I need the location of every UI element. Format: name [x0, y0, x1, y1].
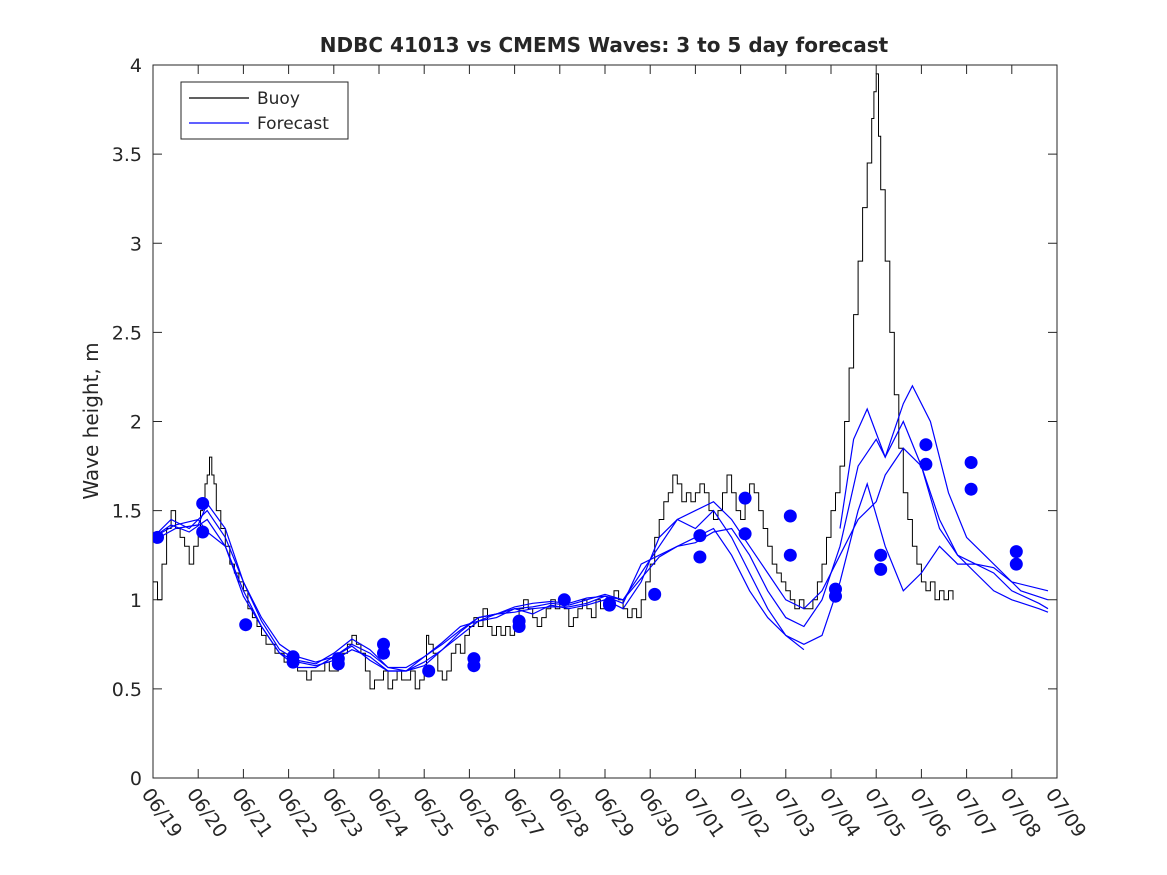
- forecast-marker-point: [196, 497, 210, 510]
- forecast-marker-point: [603, 598, 616, 612]
- y-axis-label: Wave height, m: [79, 342, 103, 499]
- forecast-marker-point: [1009, 545, 1023, 559]
- forecast-marker-point: [1009, 557, 1023, 571]
- forecast-marker-point: [377, 637, 390, 651]
- forecast-marker-point: [874, 548, 888, 562]
- forecast-marker-point: [422, 664, 436, 678]
- forecast-marker-point: [467, 659, 481, 673]
- y-tick-label: 3.5: [112, 144, 142, 166]
- forecast-marker-point: [964, 456, 978, 469]
- legend: Buoy Forecast: [180, 81, 349, 140]
- y-tick-label: 0: [130, 768, 142, 790]
- data-layer: [153, 73, 1049, 690]
- forecast-marker-point: [738, 527, 752, 541]
- forecast-marker-point: [153, 530, 164, 544]
- y-tick-label: 2: [130, 412, 142, 434]
- forecast-marker-point: [693, 550, 707, 564]
- legend-label: Buoy: [257, 89, 300, 109]
- forecast-marker-point: [964, 482, 978, 496]
- forecast-marker-point: [331, 657, 345, 671]
- chart-title: NDBC 41013 vs CMEMS Waves: 3 to 5 day fo…: [320, 33, 889, 57]
- forecast-marker-point: [557, 593, 571, 607]
- forecast-marker-point: [919, 438, 933, 452]
- forecast-marker-point: [693, 529, 707, 543]
- legend-label: Forecast: [257, 114, 329, 134]
- forecast-marker-point: [648, 587, 662, 601]
- forecast-marker-point: [512, 620, 526, 633]
- y-tick-label: 1.5: [112, 501, 142, 523]
- plot-area: 00.511.522.533.5406/1906/2006/2106/2206/…: [112, 55, 1091, 842]
- y-tick-label: 3: [130, 233, 142, 255]
- y-tick-label: 4: [130, 55, 142, 77]
- forecast-marker-point: [196, 525, 210, 539]
- forecast-marker-point: [286, 655, 300, 669]
- legend-box: [180, 81, 349, 140]
- forecast-marker-point: [919, 457, 933, 471]
- y-tick-label: 0.5: [112, 679, 142, 701]
- forecast-marker-point: [829, 589, 842, 603]
- forecast-series-line: [153, 384, 1049, 672]
- forecast-marker-point: [239, 618, 253, 632]
- forecast-marker-point: [874, 562, 888, 576]
- forecast-marker-point: [377, 646, 390, 660]
- axes-box: [152, 64, 1058, 779]
- forecast-marker-point: [783, 509, 797, 523]
- forecast-series-line: [839, 407, 1049, 613]
- y-tick-label: 2.5: [112, 322, 142, 344]
- forecast-marker-point: [738, 491, 752, 505]
- buoy-series-line: [153, 73, 954, 690]
- y-tick-label: 1: [130, 590, 142, 612]
- forecast-marker-point: [783, 548, 797, 562]
